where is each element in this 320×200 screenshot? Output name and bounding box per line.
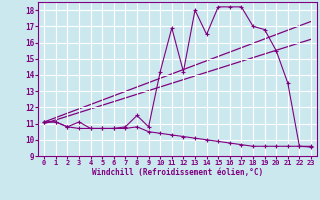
X-axis label: Windchill (Refroidissement éolien,°C): Windchill (Refroidissement éolien,°C) bbox=[92, 168, 263, 177]
